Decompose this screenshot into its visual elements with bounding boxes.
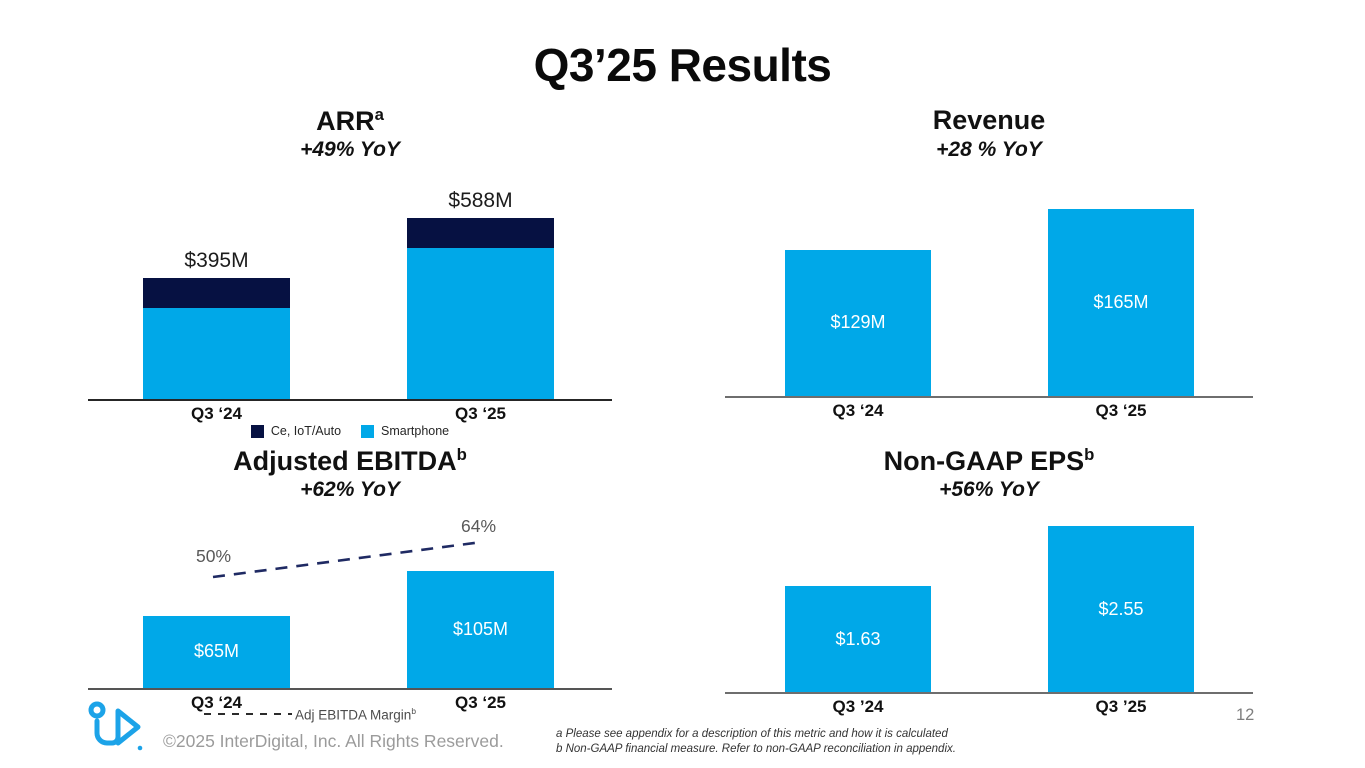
eps-x-axis — [725, 692, 1253, 694]
chart-ebitda-title-sup: b — [456, 445, 467, 464]
ebitda-legend-label-text: Adj EBITDA Margin — [295, 707, 412, 723]
ebitda-value-q325: $105M — [452, 619, 509, 640]
arr-seg-ce-q324 — [143, 277, 290, 308]
eps-value-q325: $2.55 — [1098, 598, 1144, 619]
arr-bar-q325: $588M — [407, 189, 554, 399]
ebitda-bar-rect-q325: $105M — [407, 571, 554, 688]
arr-seg-smartphone-q325 — [407, 248, 554, 399]
ebitda-legend-item-margin: Adj EBITDA Marginb — [204, 706, 416, 723]
arr-bar-q324: $395M — [143, 249, 290, 399]
ebitda-bar-rect-q324: $65M — [143, 615, 290, 688]
chart-arr-title-text: ARR — [316, 106, 375, 136]
arr-legend-label-ce: Ce, IoT/Auto — [270, 424, 342, 438]
eps-bar-rect-q324: $1.63 — [785, 586, 931, 692]
revenue-value-q325: $165M — [1093, 291, 1149, 312]
arr-seg-ce-q325 — [407, 218, 554, 249]
page-number: 12 — [1236, 706, 1255, 724]
arr-seg-smartphone-q324 — [143, 307, 290, 399]
ebitda-bar-q325: $105M — [407, 571, 554, 688]
ce-iot-auto-swatch-icon — [250, 424, 264, 438]
eps-bar-q324: $1.63 — [785, 586, 931, 692]
eps-value-q324: $1.63 — [835, 628, 881, 649]
eps-xlabel-q325: Q3 ’25 — [1095, 697, 1147, 716]
arr-total-q324: $395M — [184, 248, 249, 272]
arr-legend-label-smartphone: Smartphone — [381, 424, 450, 438]
chart-eps-title-text: Non-GAAP EPS — [883, 446, 1085, 476]
chart-eps-title: Non-GAAP EPSb — [725, 445, 1253, 477]
revenue-bar-rect-q324: $129M — [785, 249, 931, 396]
arr-xlabel-q325: Q3 ‘25 — [454, 404, 507, 423]
interdigital-logo-icon — [88, 701, 143, 751]
chart-revenue: Revenue +28 % YoY $129M $165M Q3 ‘24 Q3 … — [725, 105, 1253, 450]
ebitda-value-q324: $65M — [193, 641, 240, 662]
revenue-value-q324: $129M — [830, 312, 886, 333]
chart-eps-title-sup: b — [1084, 445, 1095, 464]
eps-bar-rect-q325: $2.55 — [1048, 526, 1194, 692]
arr-xlabel-q324: Q3 ‘24 — [190, 404, 243, 423]
chart-ebitda-subtitle: +62% YoY — [300, 478, 400, 501]
chart-non-gaap-eps: Non-GAAP EPSb +56% YoY $1.63 $2.55 Q3 ’2… — [725, 445, 1253, 745]
chart-arr-title-sup: a — [374, 105, 384, 124]
footnote-b: b Non-GAAP financial measure. Refer to n… — [556, 743, 956, 755]
ebitda-bar-q324: $65M — [143, 615, 290, 688]
footnotes: a Please see appendix for a description … — [556, 727, 956, 757]
revenue-xlabel-q325: Q3 ‘25 — [1095, 401, 1147, 420]
ebitda-legend-label-sup: b — [411, 706, 416, 716]
chart-revenue-title: Revenue — [932, 105, 1046, 135]
ebitda-margin-label-q324: 50% — [196, 546, 232, 566]
chart-ebitda-title: Adjusted EBITDAb — [88, 445, 612, 477]
revenue-bar-rect-q325: $165M — [1048, 208, 1194, 396]
revenue-xlabel-q324: Q3 ‘24 — [832, 401, 884, 420]
ebitda-legend: Adj EBITDA Marginb — [88, 706, 532, 723]
chart-arr-title: ARRa — [88, 105, 612, 137]
footnote-a: a Please see appendix for a description … — [556, 728, 948, 740]
slide-title: Q3’25 Results — [533, 39, 832, 91]
arr-legend-item-ce: Ce, IoT/Auto — [250, 424, 342, 438]
dashed-line-swatch-icon — [204, 713, 293, 716]
arr-legend: Ce, IoT/Auto Smartphone — [88, 424, 612, 438]
ebitda-legend-label: Adj EBITDA Marginb — [295, 706, 416, 723]
arr-legend-item-smartphone: Smartphone — [361, 424, 449, 438]
ebitda-xlabel-q325: Q3 ‘25 — [454, 693, 507, 712]
eps-xlabel-q324: Q3 ’24 — [832, 697, 884, 716]
arr-x-axis — [88, 399, 612, 401]
chart-adjusted-ebitda: Adjusted EBITDAb +62% YoY $65M $105M 50%… — [88, 445, 612, 745]
eps-bar-q325: $2.55 — [1048, 526, 1194, 692]
chart-arr: ARRa +49% YoY $395M $588M Q3 ‘24 Q3 ‘25 … — [88, 105, 612, 450]
ebitda-margin-label-q325: 64% — [461, 516, 497, 536]
ebitda-xlabel-q324: Q3 ‘24 — [190, 693, 243, 712]
chart-ebitda-title-text: Adjusted EBITDA — [233, 446, 457, 476]
revenue-bar-q325: $165M — [1048, 208, 1194, 396]
chart-revenue-subtitle: +28 % YoY — [936, 138, 1042, 161]
arr-total-q325: $588M — [448, 189, 513, 213]
revenue-bar-q324: $129M — [785, 249, 931, 396]
smartphone-swatch-icon — [361, 424, 375, 438]
chart-eps-subtitle: +56% YoY — [939, 478, 1039, 501]
chart-arr-subtitle: +49% YoY — [300, 138, 400, 161]
revenue-x-axis — [725, 396, 1253, 398]
copyright-text: ©2025 InterDigital, Inc. All Rights Rese… — [163, 731, 504, 751]
ebitda-x-axis — [88, 688, 612, 690]
